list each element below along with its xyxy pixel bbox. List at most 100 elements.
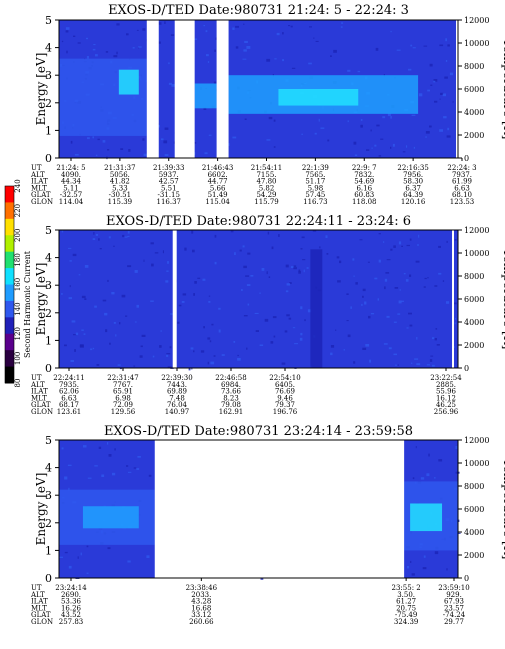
colorbar-tick-label: 120 (14, 327, 22, 340)
speckle (137, 456, 141, 458)
speckle (393, 245, 396, 248)
speckle (371, 147, 373, 149)
table-cell: 53.36 (61, 598, 82, 606)
table-cell: 54.29 (256, 191, 276, 199)
ytick-label: 3 (45, 489, 52, 502)
table-cell: 21:24: 5 (56, 164, 85, 172)
y2tick-label: 10000 (464, 39, 489, 48)
speckle (108, 454, 112, 457)
speckle (420, 477, 425, 480)
speckle (438, 459, 443, 462)
speckle (343, 349, 345, 351)
speckle (203, 326, 205, 329)
speckle (282, 32, 284, 35)
speckle (102, 140, 106, 143)
speckle (191, 230, 194, 234)
table-cell: 43.52 (61, 611, 81, 619)
intensity-band (410, 503, 443, 532)
speckle (235, 46, 239, 49)
speckle (408, 68, 412, 71)
speckle (335, 329, 337, 331)
speckle (440, 92, 444, 95)
speckle (208, 295, 211, 297)
speckle (366, 149, 370, 151)
speckle (318, 118, 320, 122)
table-cell: 7767. (113, 381, 133, 389)
speckle (128, 471, 132, 473)
speckle (446, 135, 451, 138)
speckle (264, 318, 269, 322)
table-cell: 5056. (110, 171, 130, 179)
speckle (208, 134, 212, 136)
speckle (203, 107, 207, 110)
table-cell: 23:24:14 (55, 584, 87, 592)
speckle (362, 295, 364, 298)
table-cell: 6984. (221, 381, 241, 389)
row-label: GLON (31, 198, 53, 206)
speckle (446, 568, 448, 571)
ytick-label: 0 (45, 152, 52, 165)
speckle (429, 63, 433, 67)
y2tick-label: 6000 (464, 85, 484, 94)
speckle (406, 145, 408, 148)
speckle (86, 572, 89, 574)
speckle (77, 42, 81, 44)
table-cell: 22:1:39 (302, 164, 329, 172)
speckle (276, 32, 280, 36)
speckle (235, 25, 239, 28)
speckle (64, 344, 67, 347)
speckle (455, 317, 457, 320)
row-label: ILAT (31, 388, 48, 396)
speckle (164, 21, 166, 24)
speckle (162, 250, 164, 254)
table-cell: 7956. (403, 171, 423, 179)
table-cell: 9.46 (277, 394, 293, 402)
table-cell: 324.39 (394, 618, 419, 626)
row-label: ALT (30, 171, 45, 179)
speckle (284, 330, 288, 333)
speckle (171, 84, 175, 87)
speckle (383, 241, 385, 243)
row-label: GLON (31, 408, 53, 416)
speckle (247, 252, 251, 255)
colorbar-tick-label: 240 (14, 179, 22, 192)
table-cell: 8.23 (223, 394, 239, 402)
speckle (315, 40, 319, 42)
ytick-label: 1 (45, 544, 52, 557)
speckle (232, 27, 235, 30)
speckle (289, 282, 292, 284)
speckle (412, 477, 415, 480)
table-cell: 29.77 (444, 618, 464, 626)
y2tick-label: 6000 (464, 295, 484, 304)
speckle (134, 321, 137, 323)
table-cell: 76.69 (275, 388, 295, 396)
speckle (353, 361, 356, 364)
speckle (232, 136, 237, 139)
y2tick-label: 10000 (464, 249, 489, 258)
speckle (427, 89, 430, 92)
speckle (160, 330, 162, 332)
speckle (78, 274, 81, 276)
speckle (298, 269, 301, 272)
speckle (160, 138, 164, 141)
speckle (157, 41, 161, 44)
speckle (378, 155, 382, 157)
speckle (340, 26, 343, 28)
row-label: ALT (30, 381, 45, 389)
speckle (246, 46, 251, 49)
table-cell: 22:54:10 (269, 374, 300, 382)
ytick-label: 2 (45, 97, 52, 110)
speckle (108, 236, 111, 239)
colorbar-segment (5, 235, 14, 253)
colorbar-tick-label: 180 (14, 253, 22, 266)
data-gap (146, 20, 159, 158)
speckle (205, 30, 208, 33)
speckle (241, 289, 243, 291)
speckle (434, 551, 439, 555)
speckle (278, 234, 280, 237)
speckle (168, 62, 170, 65)
panel-title: EXOS-D/TED Date:980731 22:24:11 - 23:24:… (106, 214, 411, 229)
ytick-label: 3 (45, 69, 52, 82)
speckle (120, 148, 124, 150)
speckle (127, 265, 132, 268)
